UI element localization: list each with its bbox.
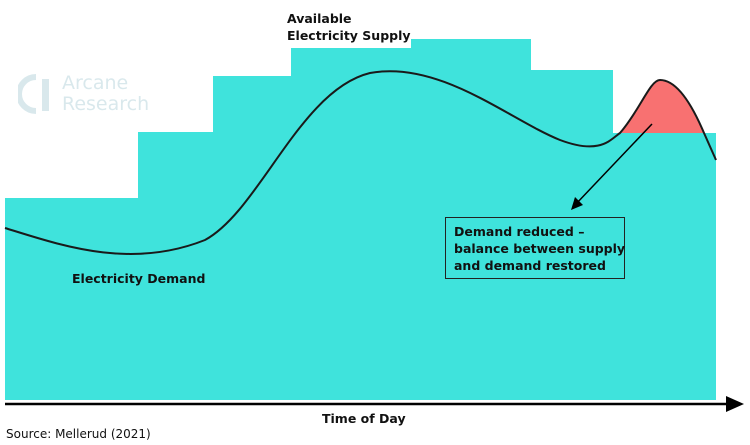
demand-label: Electricity Demand	[72, 271, 206, 286]
source-note: Source: Mellerud (2021)	[6, 427, 151, 441]
excess-demand-area	[620, 80, 704, 133]
supply-label: Available Electricity Supply	[287, 10, 411, 44]
logo-word-1: Arcane	[62, 72, 129, 94]
annotation-line1: Demand reduced –	[454, 224, 585, 239]
x-axis-label: Time of Day	[322, 411, 406, 426]
supply-label-line1: Available	[287, 11, 352, 26]
annotation-line2: balance between supply	[454, 241, 626, 256]
x-axis-arrowhead	[726, 396, 744, 412]
arcane-research-logo: Arcane Research	[16, 72, 178, 115]
arcane-logo-icon	[16, 74, 49, 114]
annotation-arrowhead	[571, 197, 583, 210]
demand-curve	[4, 70, 717, 255]
logo-word-2: Research	[62, 93, 150, 115]
annotation-line3: and demand restored	[454, 258, 606, 273]
annotation-arrow	[574, 123, 653, 206]
supply-label-line2: Electricity Supply	[287, 28, 411, 43]
annotation-box: Demand reduced – balance between supply …	[445, 217, 625, 279]
